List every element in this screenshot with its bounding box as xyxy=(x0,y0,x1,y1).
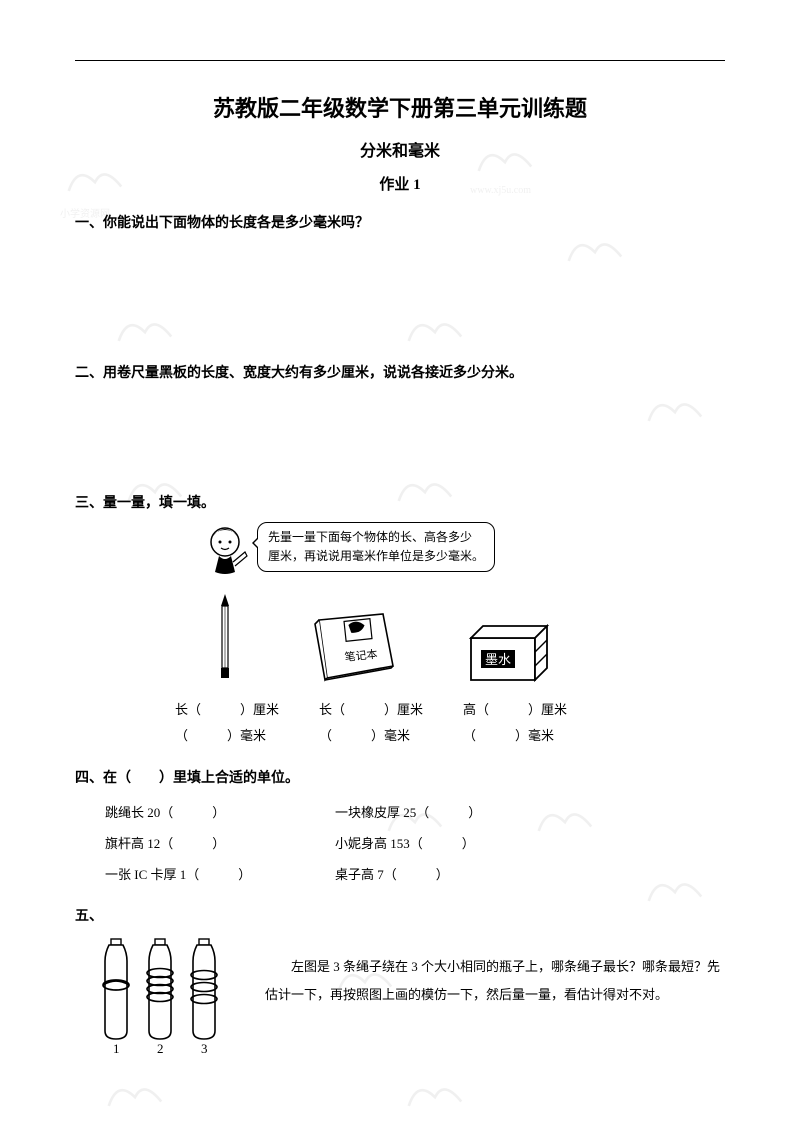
q3-head: 三、量一量，填一填。 xyxy=(75,492,725,512)
q3-c1: 高（ ）厘米 xyxy=(463,697,567,723)
page-subtitle: 分米和毫米 xyxy=(75,137,725,161)
bottle-num-2: 2 xyxy=(157,1041,164,1055)
watermark xyxy=(400,1075,470,1120)
notebook-icon: 笔记本 xyxy=(305,612,395,684)
q2-workspace xyxy=(75,392,725,482)
page-title: 苏教版二年级数学下册第三单元训练题 xyxy=(75,91,725,123)
q5-text: 左图是 3 条绳子绕在 3 个大小相同的瓶子上，哪条绳子最长？哪条最短？先估计一… xyxy=(265,935,725,1010)
bottle-num-1: 1 xyxy=(113,1041,120,1055)
q3-b2: （ ）毫米 xyxy=(319,723,423,749)
notebook-figure: 笔记本 xyxy=(305,612,395,689)
q3-labels: 长（ ）厘米 （ ）毫米 长（ ）厘米 （ ）毫米 高（ ）厘米 （ ）毫米 xyxy=(175,697,725,749)
q3-a2: （ ）毫米 xyxy=(175,723,279,749)
q4-r0-left: 跳绳长 20（ ） xyxy=(105,797,335,828)
homework-number: 作业 1 xyxy=(75,173,725,194)
q3-c2: （ ）毫米 xyxy=(463,723,567,749)
q2-head: 二、用卷尺量黑板的长度、宽度大约有多少厘米，说说各接近多少分米。 xyxy=(75,362,725,382)
q4-body: 跳绳长 20（ ） 一块橡皮厚 25（ ） 旗杆高 12（ ） 小妮身高 153… xyxy=(105,797,725,891)
bubble-line1: 先量一量下面每个物体的长、高各多少 xyxy=(268,528,484,547)
q5-content: 1 2 3 左图是 3 条绳子绕在 3 个大小相同的瓶子上，哪条绳子最长？哪条最… xyxy=(75,935,725,1055)
child-head-icon xyxy=(205,522,251,578)
pencil-icon xyxy=(215,594,235,684)
q5-head: 五、 xyxy=(75,905,725,925)
ink-label: 墨水 xyxy=(485,652,511,667)
inkbox-figure: 墨水 xyxy=(465,622,555,689)
q1-head: 一、你能说出下面物体的长度各是多少毫米吗？ xyxy=(75,212,725,232)
q1-workspace xyxy=(75,242,725,352)
q4-r2-left: 一张 IC 卡厚 1（ ） xyxy=(105,859,335,890)
bottles-icon: 1 2 3 xyxy=(95,935,235,1055)
pencil-figure xyxy=(215,594,235,689)
q3-b1: 长（ ）厘米 xyxy=(319,697,423,723)
q4-r0-right: 一块橡皮厚 25（ ） xyxy=(335,797,481,828)
bottle-num-3: 3 xyxy=(201,1041,208,1055)
q4-head: 四、在（ ）里填上合适的单位。 xyxy=(75,767,725,787)
q3-a1: 长（ ）厘米 xyxy=(175,697,279,723)
q4-r1-right: 小妮身高 153（ ） xyxy=(335,828,475,859)
inkbox-icon: 墨水 xyxy=(465,622,555,684)
watermark xyxy=(100,1075,170,1120)
bubble-line2: 厘米，再说说用毫米作单位是多少毫米。 xyxy=(268,547,484,566)
q4-r2-right: 桌子高 7（ ） xyxy=(335,859,449,890)
top-rule xyxy=(75,60,725,61)
q3-content: 先量一量下面每个物体的长、高各多少 厘米，再说说用毫米作单位是多少毫米。 笔记本 xyxy=(205,522,725,749)
speech-bubble: 先量一量下面每个物体的长、高各多少 厘米，再说说用毫米作单位是多少毫米。 xyxy=(257,522,495,572)
q4-r1-left: 旗杆高 12（ ） xyxy=(105,828,335,859)
